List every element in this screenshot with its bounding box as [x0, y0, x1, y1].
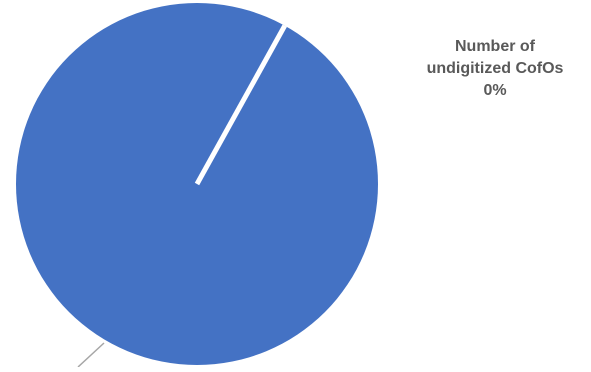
data-label-category-line2: undigitized CofOs: [426, 60, 564, 77]
data-label-undigitized: Number of undigitized CofOs 0%: [400, 36, 590, 102]
data-label-category-line1: Number of: [455, 38, 535, 55]
leader-line: [77, 342, 105, 368]
pie-slices: [16, 3, 378, 365]
slice-separator: [194, 24, 287, 186]
data-label-percent: 0%: [483, 82, 507, 99]
